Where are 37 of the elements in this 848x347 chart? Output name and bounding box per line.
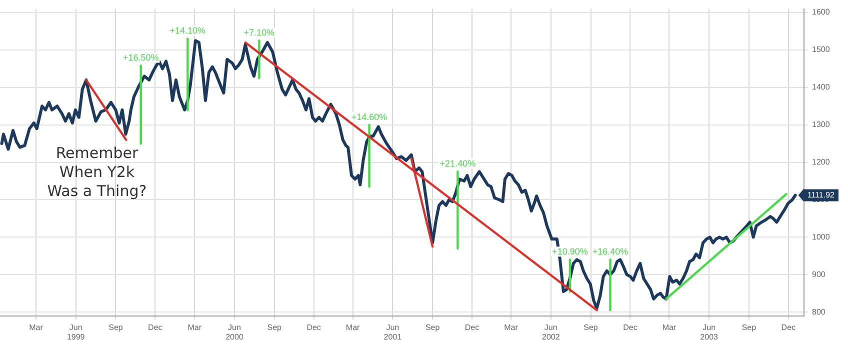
x-tick-label: Sep <box>425 322 440 332</box>
y-tick-label: 800 <box>812 307 826 316</box>
x-tick-label: Mar <box>188 322 202 332</box>
annotation: +14.10% <box>170 26 206 36</box>
y-tick-label: 1200 <box>812 158 830 167</box>
annotation: Remember When Y2k Was a Thing? <box>46 144 148 201</box>
x-tick-label: Dec <box>306 322 321 332</box>
x-tick-label: Dec <box>781 322 796 332</box>
annotation: +10.90% <box>552 246 588 257</box>
y-tick-label: 900 <box>812 270 826 279</box>
x-tick-label: Mar <box>29 322 44 332</box>
annotation: +16.50% <box>122 52 159 63</box>
annotation: +14.60% <box>351 112 388 122</box>
x-tick-label: Mar <box>346 322 360 332</box>
annotation: +16.40% <box>592 246 628 257</box>
x-tick-label: Jun 2000 <box>226 322 244 342</box>
x-tick-label: Dec <box>148 322 162 332</box>
x-tick-label: Sep <box>108 322 124 332</box>
x-tick-label: Jun 2002 <box>542 322 560 342</box>
y-tick-label: 1300 <box>812 120 830 130</box>
x-tick-label: Jun 2001 <box>384 322 402 342</box>
x-tick-label: Sep <box>267 322 282 332</box>
x-tick-label: Mar <box>504 322 518 332</box>
x-tick-label: Jun 2003 <box>700 322 719 342</box>
annotation: +7.10% <box>244 28 275 38</box>
y-tick-label: 1600 <box>812 8 830 17</box>
x-tick-label: Dec <box>464 322 480 332</box>
x-tick-label: Jun 1999 <box>66 322 86 342</box>
x-tick-label: Mar <box>662 322 676 332</box>
x-tick-label: Dec <box>623 322 638 332</box>
data-label: 1111.92 <box>807 190 836 200</box>
x-tick-label: Sep <box>742 322 757 332</box>
x-tick-label: Sep <box>584 322 598 332</box>
annotation: +21.40% <box>440 158 476 169</box>
y-tick-label: 1500 <box>812 45 830 54</box>
y-tick-label: 1000 <box>812 232 830 242</box>
y-tick-label: 1400 <box>812 82 830 92</box>
